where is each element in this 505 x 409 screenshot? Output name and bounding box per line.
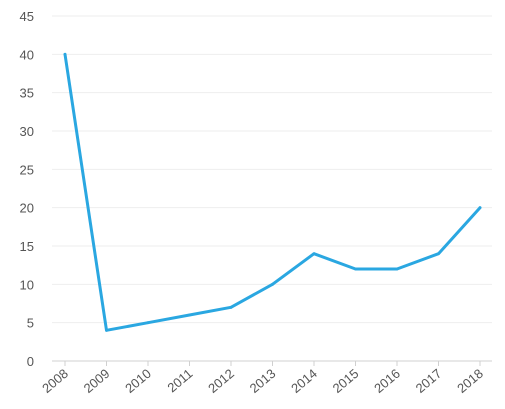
y-tick-label: 20 — [20, 201, 34, 216]
data-point — [146, 321, 150, 325]
y-tick-label: 0 — [27, 354, 34, 369]
data-point — [271, 282, 274, 286]
x-tick-label: 2009 — [81, 366, 113, 396]
data-point — [229, 305, 233, 309]
x-tick-label: 2015 — [330, 366, 362, 396]
y-tick-label: 40 — [20, 47, 34, 62]
y-tick-label: 30 — [20, 124, 34, 139]
x-tick-label: 2013 — [247, 366, 279, 396]
x-tick-label: 2010 — [122, 366, 154, 396]
data-point — [105, 328, 108, 332]
data-point — [478, 206, 482, 210]
y-tick-label: 25 — [20, 162, 34, 177]
x-tick-label: 2017 — [413, 366, 445, 396]
y-tick-label: 5 — [27, 316, 34, 331]
x-tick-label: 2014 — [288, 366, 320, 396]
data-point — [188, 313, 191, 317]
x-tick-label: 2011 — [164, 366, 195, 395]
data-point — [63, 52, 67, 56]
data-point — [395, 267, 399, 271]
x-axis — [52, 360, 492, 366]
x-tick-label: 2012 — [205, 366, 237, 396]
data-point — [354, 267, 357, 271]
y-tick-labels: 0 5 10 15 20 25 30 35 40 45 — [20, 9, 34, 369]
series-line-0 — [63, 52, 482, 332]
y-tick-label: 45 — [20, 9, 34, 24]
x-tick-label: 2008 — [39, 366, 71, 396]
x-tick-labels: 2008 2009 2010 2011 2012 2013 2014 2015 2016 2017… — [39, 366, 486, 396]
data-point — [437, 252, 440, 256]
y-tick-label: 35 — [20, 86, 34, 101]
grid-lines — [52, 15, 492, 324]
data-point — [312, 252, 316, 256]
x-tick-label: 2016 — [371, 366, 403, 396]
y-tick-label: 10 — [20, 277, 34, 292]
series-layer — [63, 52, 482, 332]
y-tick-label: 15 — [20, 239, 34, 254]
x-tick-label: 2018 — [454, 366, 486, 396]
